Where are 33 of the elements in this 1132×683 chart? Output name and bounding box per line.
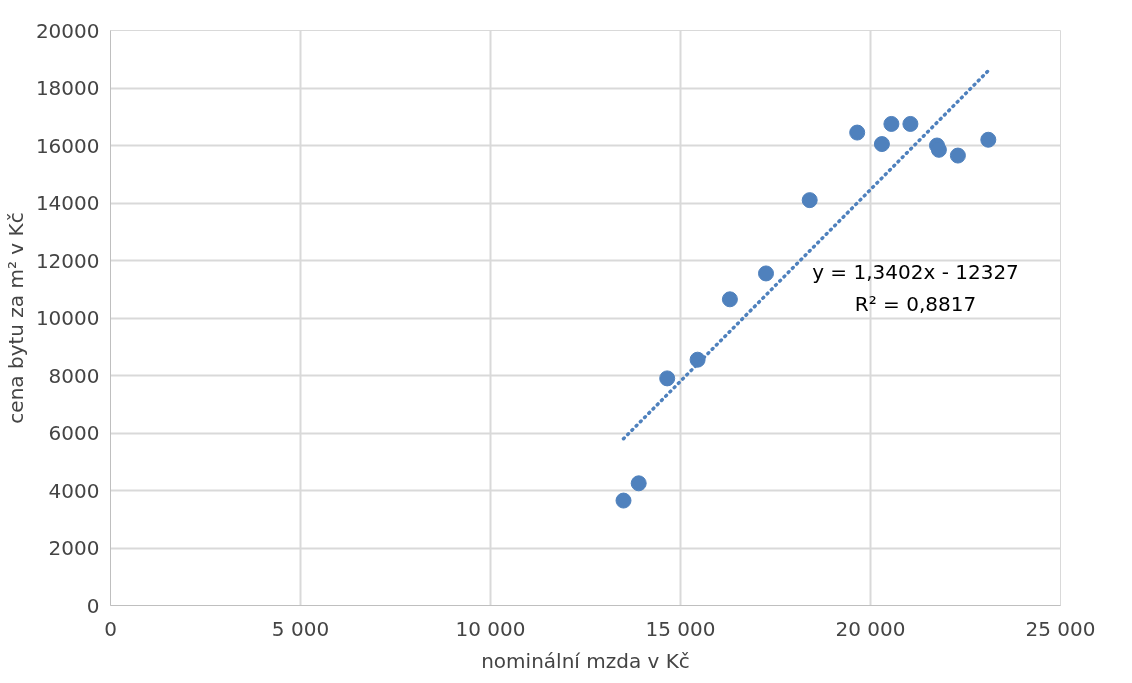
y-tick-label: 16000 [35, 133, 100, 158]
y-tick-label: 6000 [48, 421, 100, 445]
point [615, 492, 632, 509]
y-tick-label: 20000 [35, 18, 100, 43]
y-tick-label: 2000 [48, 536, 100, 560]
annotation: R² = 0,8817 [854, 291, 977, 316]
y-tick-label: 10000 [35, 306, 100, 330]
point [758, 265, 774, 282]
x-tick-label: 20 000 [835, 616, 906, 641]
x-tick-label: 25 000 [1025, 616, 1096, 641]
x-tick-label: 5 000 [271, 616, 330, 641]
y-tick-label: 14000 [35, 191, 100, 215]
point [949, 147, 966, 164]
point [873, 136, 890, 153]
point [659, 370, 676, 387]
point [980, 131, 997, 148]
y-tick-label: 0 [86, 593, 100, 618]
x-axis-title: nominální mzda v Kč [481, 648, 690, 673]
y-tick-label: 8000 [48, 363, 100, 388]
point [801, 192, 818, 209]
point [721, 291, 738, 308]
point [883, 115, 900, 132]
y-tick-label: 12000 [35, 248, 100, 273]
y-tick-label: 18000 [35, 76, 100, 100]
point [630, 475, 647, 492]
y-tick-label: 4000 [48, 478, 100, 503]
x-tick-label: 0 [104, 616, 117, 641]
point [849, 124, 866, 141]
point [902, 115, 919, 132]
x-tick-label: 10 000 [455, 616, 526, 641]
y-axis-title: cena bytu za m² v Kč [3, 212, 28, 424]
annotation: y = 1,3402x - 12327 [812, 259, 1019, 284]
x-tick-label: 15 000 [645, 616, 716, 641]
